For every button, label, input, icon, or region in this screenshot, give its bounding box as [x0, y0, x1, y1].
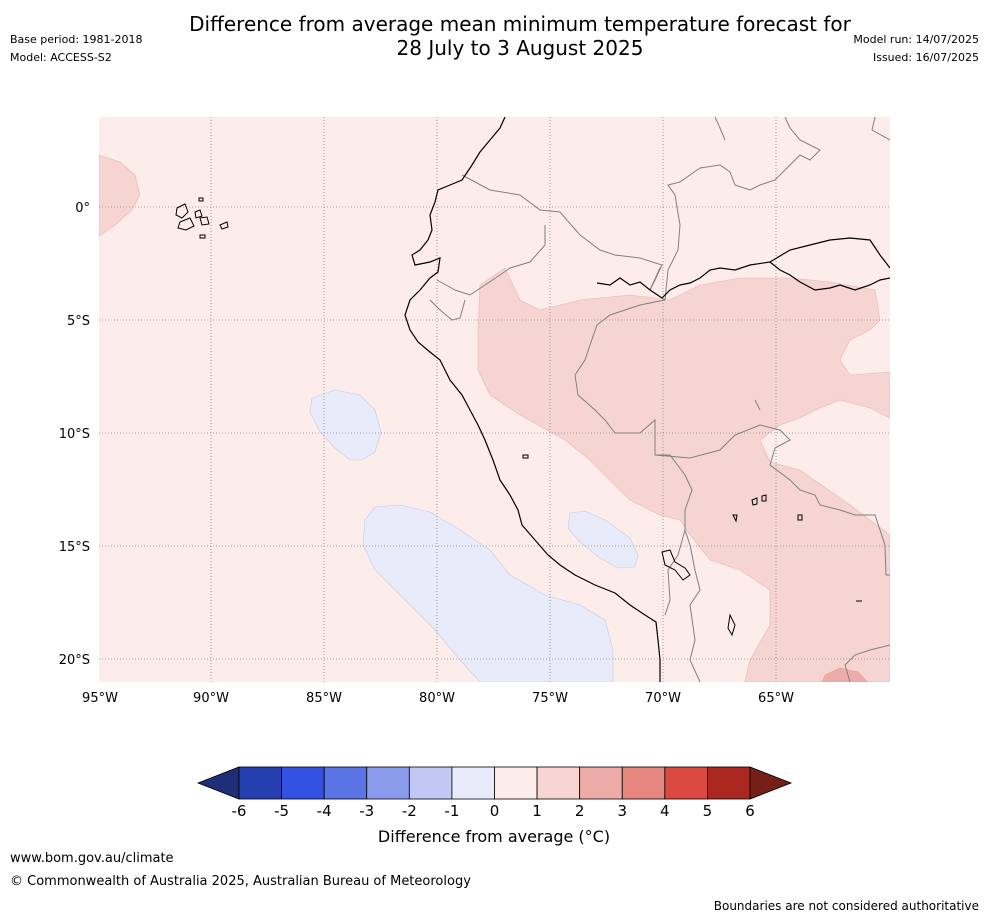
colorbar-cell: [408, 766, 453, 800]
colorbar-tick-label: 1: [532, 802, 542, 820]
anomaly-region-1-2-east: [477, 267, 890, 682]
title-line-2: 28 July to 3 August 2025: [396, 36, 644, 60]
colorbar-cell: [707, 766, 751, 800]
anomaly-region-1-2-west: [99, 154, 141, 237]
colorbar-cell: [238, 766, 282, 800]
colorbar-cell: [451, 766, 495, 800]
meta-left: Base period: 1981-2018 Model: ACCESS-S2: [10, 31, 142, 67]
colorbar-cell: [664, 766, 708, 800]
colorbar-cell: [366, 766, 410, 800]
colorbar-tick-label: -5: [274, 802, 289, 820]
lat-label: 15°S: [59, 540, 90, 555]
colorbar-label: Difference from average (°C): [377, 827, 611, 846]
model-name: Model: ACCESS-S2: [10, 51, 112, 64]
colorbar-tick-label: 5: [703, 802, 713, 820]
source-url: www.bom.gov.au/climate: [10, 851, 174, 866]
colorbar-cell: [494, 766, 538, 800]
lon-label: 80°W: [419, 691, 455, 706]
colorbar-over-arrow: [749, 766, 793, 800]
colorbar-cells: [238, 766, 751, 800]
colorbar-cell: [579, 766, 623, 800]
anomaly-region-cool-2: [362, 504, 614, 682]
lat-label: 0°: [75, 201, 90, 216]
colorbar-cell: [323, 766, 368, 800]
colorbar-tick-label: 0: [490, 802, 500, 820]
colorbar-tick-label: -2: [402, 802, 417, 820]
title-line-1: Difference from average mean minimum tem…: [189, 12, 851, 36]
colorbar-ticks: -6 -5 -4 -3 -2 -1 0 1 2 3 4 5 6: [232, 802, 755, 820]
lon-label: 70°W: [645, 691, 681, 706]
colorbar-tick-label: 4: [660, 802, 670, 820]
lon-label: 65°W: [758, 691, 794, 706]
country-borders: [429, 117, 890, 682]
base-period: Base period: 1981-2018: [10, 33, 143, 46]
meta-right: Model run: 14/07/2025 Issued: 16/07/2025: [853, 31, 979, 67]
copyright: © Commonwealth of Australia 2025, Austra…: [10, 874, 471, 889]
colorbar-tick-label: 2: [575, 802, 585, 820]
colorbar-cell: [281, 766, 325, 800]
lon-label: 85°W: [306, 691, 342, 706]
anomaly-region-2-3: [821, 667, 869, 682]
colorbar-tick-label: -1: [444, 802, 459, 820]
anomaly-region-cool-1: [309, 389, 382, 461]
gridlines: [99, 117, 890, 682]
lat-label: 5°S: [67, 314, 90, 329]
colorbar: -6 -5 -4 -3 -2 -1 0 1 2 3 4 5 6: [196, 766, 793, 820]
coastlines: [404, 117, 890, 682]
model-run: Model run: 14/07/2025: [853, 33, 979, 46]
colorbar-tick-label: -6: [232, 802, 247, 820]
colorbar-tick-label: 3: [617, 802, 627, 820]
colorbar-under-arrow: [196, 766, 240, 800]
colorbar-cell: [621, 766, 666, 800]
colorbar-tick-label: -4: [317, 802, 332, 820]
disclaimer: Boundaries are not considered authoritat…: [713, 899, 979, 913]
issued-date: Issued: 16/07/2025: [872, 51, 979, 64]
islands-and-lakes: [175, 197, 862, 637]
colorbar-tick-label: -3: [359, 802, 374, 820]
lat-label: 10°S: [59, 427, 90, 442]
lon-label: 95°W: [82, 691, 118, 706]
lon-label: 75°W: [532, 691, 568, 706]
lat-label: 20°S: [59, 653, 90, 668]
chart-title: Difference from average mean minimum tem…: [0, 12, 988, 60]
latitude-labels: 0° 5°S 10°S 15°S 20°S: [59, 201, 90, 668]
colorbar-tick-label: 6: [745, 802, 755, 820]
colorbar-cell: [536, 766, 581, 800]
longitude-labels: 95°W 90°W 85°W 80°W 75°W 70°W 65°W: [82, 691, 794, 706]
lon-label: 90°W: [193, 691, 229, 706]
anomaly-region-cool-3: [567, 510, 639, 569]
